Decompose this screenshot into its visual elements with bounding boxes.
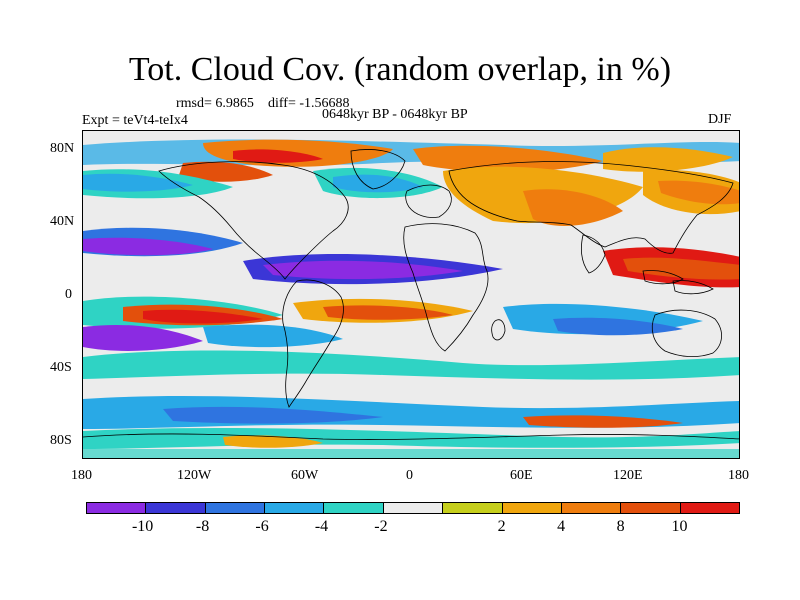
period-label: 0648kyr BP - 0648kyr BP <box>322 107 468 122</box>
colorbar-box <box>87 503 147 513</box>
rmsd-stat: rmsd= 6.9865 <box>176 96 254 111</box>
colorbar-tick-label: -10 <box>131 518 154 535</box>
lat-label-0: 0 <box>65 287 72 302</box>
season-label: DJF <box>708 112 732 127</box>
colorbar-box <box>324 503 384 513</box>
cloud-cover-field <box>83 139 739 458</box>
colorbar-box <box>561 503 622 513</box>
lat-label-80s: 80S <box>50 433 72 448</box>
colorbar <box>86 502 740 514</box>
colorbar-box <box>443 503 503 513</box>
colorbar-tick-label: 4 <box>557 518 566 535</box>
lon-label-180e: 180 <box>728 468 749 483</box>
colorbar-box <box>680 503 739 513</box>
colorbar-tick-label: -2 <box>374 518 388 535</box>
lon-label-120w: 120W <box>177 468 212 483</box>
colorbar-tick-label: 10 <box>671 518 688 535</box>
colorbar-box <box>205 503 266 513</box>
colorbar-box <box>146 503 206 513</box>
map-panel <box>82 130 740 459</box>
colorbar-box <box>502 503 562 513</box>
lat-label-40n: 40N <box>50 214 75 229</box>
contour-fill <box>83 139 739 458</box>
colorbar-tick-label: -4 <box>314 518 329 535</box>
experiment-label: Expt = teVt4-teIx4 <box>82 113 188 128</box>
lon-label-0: 0 <box>406 468 413 483</box>
colorbar-tick-label: 8 <box>616 518 625 535</box>
lat-label-80n: 80N <box>50 141 75 156</box>
map-title: Tot. Cloud Cov. (random overlap, in %) <box>128 51 672 88</box>
colorbar-box <box>265 503 325 513</box>
coastlines <box>83 149 739 440</box>
colorbar-tick-label: -8 <box>195 518 210 535</box>
colorbar-box <box>621 503 681 513</box>
lon-label-120e: 120E <box>613 468 643 483</box>
colorbar-tick-label: 2 <box>497 518 506 535</box>
lon-label-60w: 60W <box>291 468 319 483</box>
lon-label-180w: 180 <box>71 468 92 483</box>
lon-label-60e: 60E <box>510 468 533 483</box>
diff-stat: diff= -1.56688 <box>268 96 350 111</box>
colorbar-box <box>383 503 444 513</box>
colorbar-tick-label: -6 <box>255 518 269 535</box>
lat-label-40s: 40S <box>50 360 72 375</box>
